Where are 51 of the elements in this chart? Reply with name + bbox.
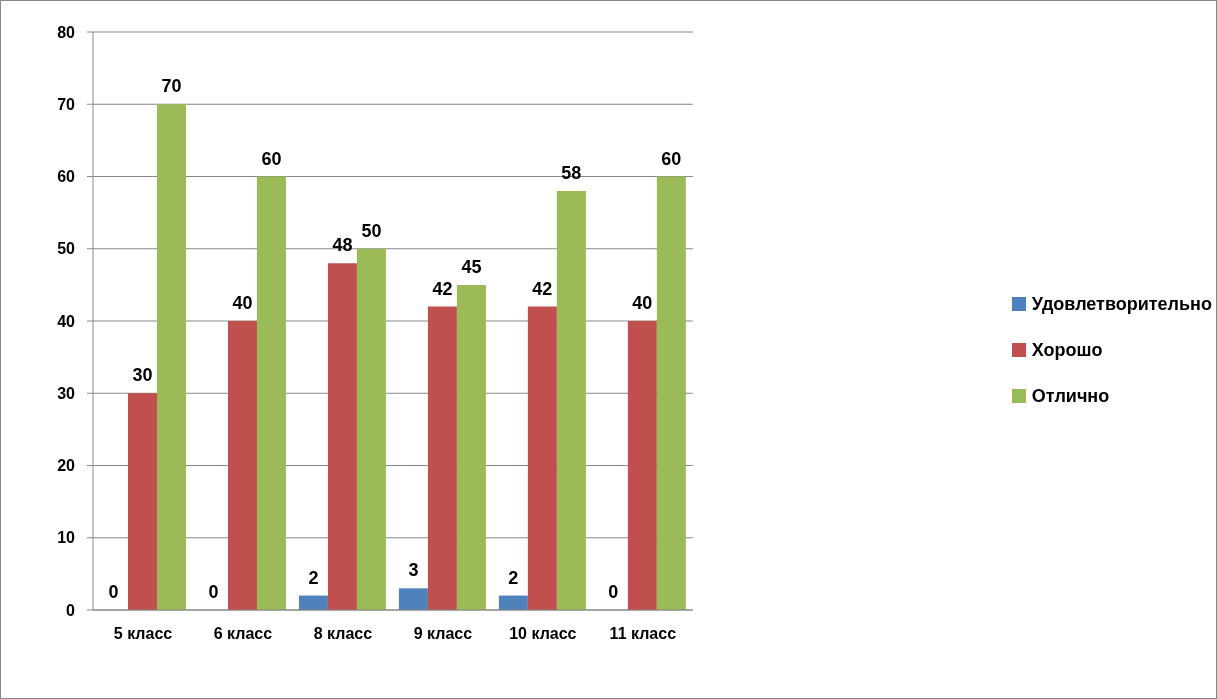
x-tick-label: 11 класс	[609, 625, 677, 643]
data-label: 2	[308, 567, 319, 588]
data-label: 45	[461, 256, 482, 277]
data-label: 60	[261, 148, 282, 169]
data-label: 48	[332, 235, 353, 256]
data-label: 70	[161, 76, 182, 97]
data-label: 2	[508, 567, 519, 588]
y-tick-label: 60	[57, 168, 76, 186]
y-tick-label: 30	[57, 384, 76, 402]
bar	[498, 595, 528, 610]
data-label: 3	[408, 560, 419, 581]
bar	[398, 588, 428, 610]
legend-label: Хорошо	[1031, 338, 1103, 362]
legend-label: Удовлетворительно	[1031, 292, 1212, 316]
bar	[627, 321, 657, 610]
data-label: 0	[208, 581, 219, 602]
y-tick-label: 70	[57, 95, 76, 113]
bar	[128, 393, 157, 610]
data-label: 30	[132, 365, 153, 386]
bar	[456, 284, 486, 610]
bar	[527, 306, 557, 610]
bar	[227, 321, 257, 610]
bar	[327, 263, 357, 610]
data-label: 58	[561, 162, 582, 183]
y-tick-label: 50	[57, 240, 76, 258]
x-tick-label: 10 класс	[509, 625, 577, 643]
legend-label: Отлично	[1031, 384, 1110, 408]
x-tick-label: 5 класс	[113, 625, 173, 643]
data-label: 60	[661, 148, 682, 169]
x-tick-label: 8 класс	[313, 625, 373, 643]
data-label: 40	[232, 293, 253, 313]
bar	[556, 190, 586, 610]
data-label: 40	[632, 293, 653, 313]
data-label: 50	[361, 220, 382, 241]
data-label: 42	[432, 278, 453, 299]
bar	[298, 595, 328, 610]
y-tick-label: 80	[57, 23, 76, 41]
y-tick-label: 10	[57, 529, 76, 547]
bar	[157, 104, 186, 610]
data-label: 42	[532, 278, 553, 299]
data-label: 0	[608, 581, 619, 602]
bar	[256, 176, 286, 610]
y-tick-label: 20	[57, 457, 76, 475]
y-tick-label: 0	[66, 601, 76, 619]
y-tick-label: 40	[57, 312, 76, 330]
bar	[427, 306, 457, 610]
bar	[356, 248, 386, 610]
data-label: 0	[108, 581, 119, 602]
bar	[656, 176, 686, 610]
x-tick-label: 9 класс	[413, 625, 473, 643]
x-tick-label: 6 класс	[213, 625, 273, 643]
